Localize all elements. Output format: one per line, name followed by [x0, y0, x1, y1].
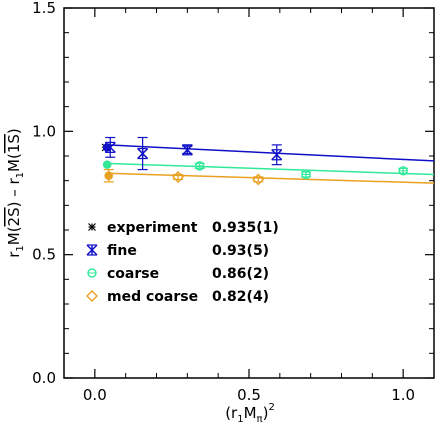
y-tick-label: 1.5 — [32, 0, 56, 17]
fit-line — [107, 172, 435, 184]
y-axis-title: r1M(2S) – r1M(1S) — [5, 128, 26, 258]
x-tick-label: 0.5 — [237, 386, 261, 404]
fit-line — [107, 162, 435, 176]
legend-value: 0.93(5) — [212, 243, 269, 259]
legend-label: experiment — [107, 220, 198, 236]
extrapolated-point — [102, 160, 112, 169]
y-tick-label: 0.5 — [32, 246, 56, 264]
x-tick-label: 1.0 — [391, 386, 415, 404]
data-point — [398, 166, 408, 176]
data-point — [172, 170, 185, 183]
axis-ticks: 0.0 0.5 1.0 0.0 0.5 1.0 1.5 — [32, 0, 435, 404]
data-point — [137, 147, 149, 160]
legend-marker — [88, 223, 96, 231]
fit-lines — [107, 144, 435, 184]
data-point — [271, 149, 283, 161]
legend-value: 0.82(4) — [212, 289, 269, 305]
y-tick-label: 0.0 — [32, 369, 56, 387]
legend-marker — [87, 268, 97, 278]
x-tick-label: 0.0 — [83, 386, 107, 404]
diamond-marker — [252, 173, 265, 186]
plot-frame — [63, 7, 435, 379]
legend-marker — [86, 244, 98, 256]
x-axis-title: (r1Mπ)2 — [225, 402, 275, 425]
legend-marker — [86, 290, 98, 302]
y-tick-label: 1.0 — [32, 122, 56, 140]
extrapolated-point — [102, 143, 112, 152]
legend-value: 0.86(2) — [212, 266, 269, 282]
legend: experiment 0.935(1) fine 0.93(5) coarse 0.86(… — [86, 220, 279, 305]
diamond-marker — [172, 170, 185, 183]
fit-line — [107, 144, 435, 162]
data-point — [181, 144, 193, 156]
data-points — [101, 136, 409, 186]
legend-label: fine — [107, 243, 137, 259]
legend-value: 0.935(1) — [212, 220, 279, 236]
data-point — [301, 169, 311, 180]
data-point — [252, 173, 265, 186]
legend-label: coarse — [107, 266, 159, 282]
diamond-marker — [86, 290, 98, 302]
extrapolated-point — [104, 171, 114, 181]
data-point — [194, 161, 205, 171]
legend-label: med coarse — [107, 289, 198, 305]
